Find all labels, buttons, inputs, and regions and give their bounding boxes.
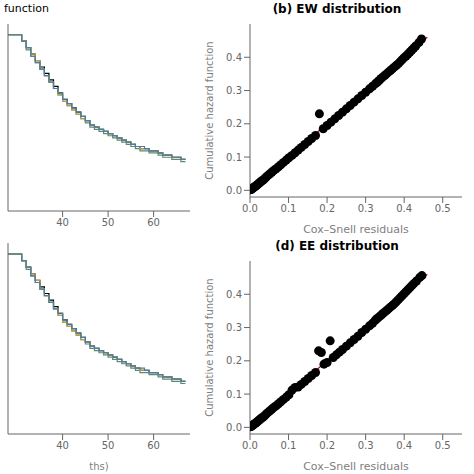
svg-text:0.3: 0.3 (358, 203, 374, 214)
svg-text:Cox–Snell residuals: Cox–Snell residuals (303, 223, 409, 236)
svg-text:0.0: 0.0 (242, 203, 258, 214)
svg-text:0.2: 0.2 (226, 355, 242, 366)
svg-text:50: 50 (102, 217, 115, 228)
svg-text:0.4: 0.4 (396, 203, 412, 214)
svg-text:60: 60 (147, 217, 160, 228)
svg-text:0.3: 0.3 (226, 322, 242, 333)
svg-text:0.3: 0.3 (358, 440, 374, 451)
svg-text:0.1: 0.1 (281, 440, 297, 451)
svg-text:0.1: 0.1 (226, 152, 242, 163)
svg-text:40: 40 (56, 440, 69, 451)
svg-text:0.0: 0.0 (226, 185, 242, 196)
svg-text:60: 60 (147, 440, 160, 451)
svg-text:0.2: 0.2 (319, 203, 335, 214)
html-text:function: function (4, 2, 49, 15)
svg-text:0.1: 0.1 (281, 203, 297, 214)
html-text:(d) EE distribution: (d) EE distribution (275, 239, 399, 253)
svg-text:0.0: 0.0 (242, 440, 258, 451)
svg-text:0.4: 0.4 (226, 289, 242, 300)
html-text:(b) EW distribution: (b) EW distribution (272, 2, 402, 16)
svg-text:40: 40 (56, 217, 69, 228)
svg-text:0.2: 0.2 (319, 440, 335, 451)
svg-text:0.4: 0.4 (396, 440, 412, 451)
svg-text:50: 50 (102, 440, 115, 451)
svg-text:ths): ths) (89, 461, 108, 472)
svg-text:0.3: 0.3 (226, 85, 242, 96)
svg-text:0.2: 0.2 (226, 118, 242, 129)
svg-text:0.1: 0.1 (226, 389, 242, 400)
svg-text:0.5: 0.5 (435, 203, 451, 214)
svg-text:0.0: 0.0 (226, 422, 242, 433)
svg-text:Cox–Snell residuals: Cox–Snell residuals (303, 460, 409, 473)
svg-text:0.4: 0.4 (226, 52, 242, 63)
svg-text:Cumulative hazard function: Cumulative hazard function (204, 41, 215, 179)
svg-text:Cumulative hazard function: Cumulative hazard function (204, 278, 215, 416)
svg-text:0.5: 0.5 (435, 440, 451, 451)
